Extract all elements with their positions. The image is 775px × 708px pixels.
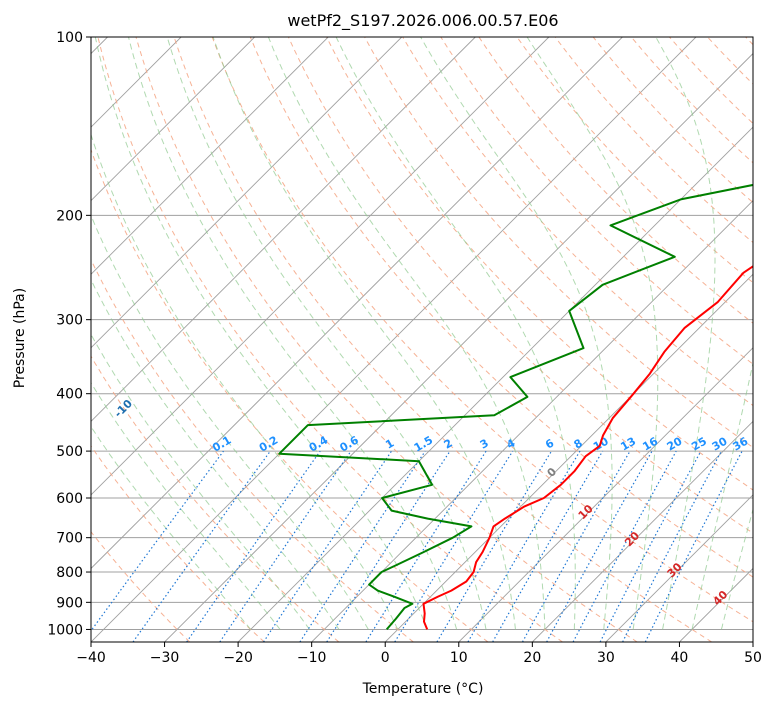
mixing-ratio-line bbox=[91, 450, 224, 632]
dry-adiabat-line bbox=[91, 148, 489, 642]
isotherm-line bbox=[91, 37, 476, 422]
moist-adiabat-line bbox=[420, 37, 613, 630]
isotherm-line bbox=[91, 37, 697, 642]
moist-adiabat-line bbox=[212, 37, 516, 630]
x-tick-label: 0 bbox=[381, 650, 390, 666]
isotherm-line bbox=[605, 494, 753, 642]
chart-title: wetPf2_S197.2026.006.00.57.E06 bbox=[287, 11, 558, 31]
y-tick-label: 400 bbox=[56, 387, 83, 403]
moist-adiabat-line bbox=[91, 381, 281, 630]
mixing-ratio-line bbox=[263, 450, 393, 642]
moist-adiabat-line bbox=[94, 37, 428, 630]
dry-adiabat-line bbox=[91, 355, 340, 642]
mixing-ratio-line bbox=[326, 450, 451, 642]
x-tick-label: −20 bbox=[223, 650, 253, 666]
moist-adiabat-line bbox=[91, 425, 252, 630]
isotherm-line bbox=[384, 273, 753, 642]
isotherm-line bbox=[164, 52, 753, 642]
x-tick-label: 20 bbox=[523, 650, 541, 666]
dry-adiabat-line bbox=[173, 37, 713, 642]
isotherm-line bbox=[91, 37, 403, 349]
y-tick-label: 100 bbox=[56, 30, 83, 46]
isotherm-line bbox=[532, 420, 753, 642]
x-tick-label: 50 bbox=[744, 650, 762, 666]
y-tick-label: 500 bbox=[56, 444, 83, 460]
moist-adiabat-line bbox=[691, 360, 753, 630]
axes-frame bbox=[90, 36, 754, 643]
dewpoint-profile bbox=[278, 183, 753, 631]
x-tick-label: −40 bbox=[76, 650, 106, 666]
mixing-ratio-line bbox=[546, 450, 653, 642]
isotherm-line bbox=[91, 37, 550, 496]
y-tick-label: 900 bbox=[56, 595, 83, 611]
moist-adiabat-line bbox=[526, 37, 659, 630]
isotherm-line bbox=[91, 37, 623, 570]
isotherm-line bbox=[237, 126, 753, 642]
mixing-ratio-line bbox=[219, 450, 352, 642]
isotherm-line bbox=[91, 37, 329, 275]
moist-adiabat-line bbox=[720, 507, 753, 630]
x-tick-label: 40 bbox=[671, 650, 689, 666]
moist-adiabat-line bbox=[267, 37, 546, 630]
moist-adiabat-line bbox=[91, 214, 369, 630]
dry-adiabat-line bbox=[211, 37, 753, 623]
y-tick-label: 200 bbox=[56, 208, 83, 224]
dry-adiabat-line bbox=[287, 37, 753, 534]
dry-adiabat-line bbox=[91, 531, 191, 642]
dry-adiabat-line bbox=[516, 37, 753, 284]
y-axis-label: Pressure (hPa) bbox=[12, 288, 28, 388]
x-tick-label: −10 bbox=[297, 650, 327, 666]
y-tick-label: 700 bbox=[56, 531, 83, 547]
temperature-profile bbox=[422, 265, 753, 630]
y-tick-label: 1000 bbox=[47, 622, 83, 638]
dry-adiabat-line bbox=[402, 37, 753, 407]
x-axis-label: Temperature (°C) bbox=[362, 681, 484, 697]
mixing-ratio-line bbox=[644, 450, 743, 642]
dry-adiabat-line bbox=[91, 258, 414, 642]
x-tick-label: −30 bbox=[150, 650, 180, 666]
dry-adiabat-line bbox=[440, 37, 753, 365]
isotherm-line bbox=[458, 347, 753, 642]
isotherm-line bbox=[91, 37, 255, 202]
mixing-ratio-line bbox=[186, 450, 321, 642]
plot-area: 0.10.20.40.611.52346810131620253036-100-… bbox=[91, 37, 753, 642]
x-tick-label: 10 bbox=[450, 650, 468, 666]
dry-adiabat-line bbox=[97, 37, 563, 642]
y-tick-label: 300 bbox=[56, 313, 83, 329]
mixing-ratio-line bbox=[394, 450, 514, 642]
y-tick-label: 600 bbox=[56, 491, 83, 507]
x-tick-label: 30 bbox=[597, 650, 615, 666]
dry-adiabat-line bbox=[249, 37, 753, 578]
mixing-ratio-line bbox=[132, 450, 271, 642]
moist-adiabat-line bbox=[655, 37, 716, 630]
mixing-ratio-line bbox=[521, 450, 631, 642]
moist-adiabat-line bbox=[91, 133, 399, 630]
moist-adiabat-line bbox=[91, 278, 340, 630]
axes: −40 −30 −20 −10 0 10 20 30 40 50 1000 900 800 700 600 5… bbox=[47, 30, 762, 666]
y-tick-label: 800 bbox=[56, 565, 83, 581]
dry-adiabat-line bbox=[91, 445, 265, 642]
mixing-ratio-line bbox=[572, 450, 677, 642]
moist-adiabat-line bbox=[91, 333, 310, 630]
moist-adiabat-line bbox=[128, 37, 458, 630]
